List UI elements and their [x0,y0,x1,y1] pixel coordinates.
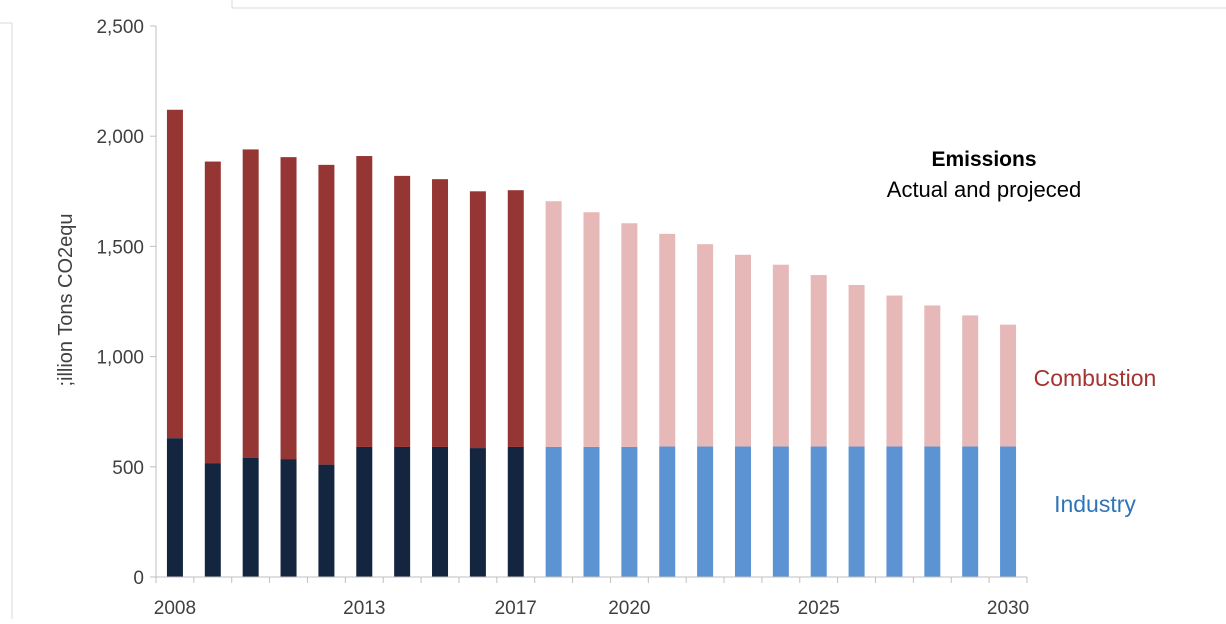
bar-combustion-2018 [545,201,562,447]
bar-combustion-2014 [394,175,411,447]
bar-combustion-2021 [659,233,676,447]
bar-combustion-2008 [166,109,183,439]
bar-industry-2028 [924,446,941,577]
x-tick-label-2030: 2030 [987,598,1029,619]
bar-combustion-2027 [886,295,903,447]
bar-combustion-2028 [924,305,941,447]
bar-combustion-2013 [356,156,373,447]
bar-combustion-2019 [583,212,600,447]
y-tick-label-1500: 1,500 [96,237,144,258]
y-axis-title: ;illion Tons CO2equ [55,213,77,386]
bar-combustion-2026 [848,284,865,447]
chart-title: Emissions [931,148,1036,171]
bar-combustion-2012 [318,164,335,465]
bar-industry-2013 [356,446,373,577]
bar-industry-2020 [621,446,638,577]
bar-combustion-2020 [621,223,638,447]
x-tick-label-2020: 2020 [608,598,650,619]
bar-combustion-2024 [772,264,789,447]
bar-industry-2025 [810,446,827,577]
bar-combustion-2009 [204,161,221,464]
y-tick-label-2000: 2,000 [96,127,144,148]
bar-industry-2008 [166,438,183,577]
bar-industry-2030 [1000,446,1017,577]
bar-industry-2018 [545,446,562,577]
bar-industry-2029 [962,446,979,577]
bar-industry-2015 [432,446,449,577]
bar-industry-2011 [280,459,297,577]
bar-combustion-2010 [242,149,259,458]
axes-group: 0 500 1,000 1,500 2,000 2,500 2008 2013 2017 2020… [96,17,1029,619]
y-tick-label-500: 500 [112,458,144,479]
bar-combustion-2023 [734,254,751,447]
y-tick-label-2500: 2,500 [96,17,144,38]
x-tick-label-2008: 2008 [154,598,196,619]
bar-industry-2027 [886,446,903,577]
x-tick-label-2013: 2013 [343,598,385,619]
bar-industry-2012 [318,464,335,577]
y-tick-label-1000: 1,000 [96,348,144,369]
bar-combustion-2015 [432,179,449,447]
y-tick-label-0: 0 [133,568,144,589]
bar-industry-2017 [507,446,524,577]
x-tick-label-2017: 2017 [495,598,537,619]
bar-industry-2009 [204,463,221,577]
bar-combustion-2011 [280,157,297,460]
bar-industry-2022 [697,446,714,577]
bar-industry-2024 [772,446,789,577]
bar-combustion-2030 [1000,324,1017,447]
bar-industry-2016 [469,448,486,577]
bar-combustion-2016 [469,191,486,449]
series-label-combustion: Combustion [1034,365,1157,391]
bar-industry-2019 [583,446,600,577]
series-label-industry: Industry [1054,491,1136,517]
bar-industry-2010 [242,457,259,577]
bar-combustion-2022 [697,244,714,447]
chart-subtitle: Actual and projeced [887,177,1081,202]
bars-group [166,109,1017,577]
bar-combustion-2029 [962,315,979,447]
bar-industry-2026 [848,446,865,577]
bar-combustion-2017 [507,190,524,447]
x-tick-label-2025: 2025 [798,598,840,619]
bar-combustion-2025 [810,275,827,447]
bar-industry-2021 [659,446,676,577]
bar-industry-2023 [734,446,751,577]
bar-industry-2014 [394,446,411,577]
